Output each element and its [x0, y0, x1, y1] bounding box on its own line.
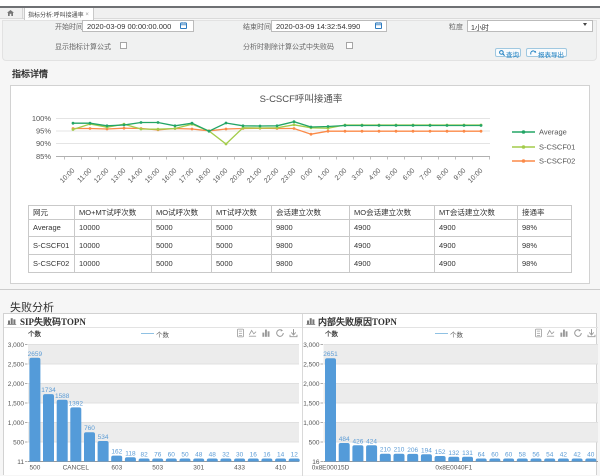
svg-text:0x8E00015D: 0x8E00015D	[312, 465, 350, 472]
svg-text:48: 48	[209, 452, 217, 459]
svg-text:64: 64	[478, 452, 486, 459]
svg-text:118: 118	[125, 450, 136, 457]
svg-text:12:00: 12:00	[93, 167, 110, 184]
svg-text:484: 484	[339, 436, 350, 443]
svg-text:60: 60	[505, 452, 513, 459]
svg-text:1:00: 1:00	[317, 167, 332, 182]
svg-text:1,500: 1,500	[8, 401, 25, 408]
svg-text:32: 32	[222, 452, 230, 459]
svg-text:760: 760	[84, 425, 95, 432]
svg-text:23:00: 23:00	[280, 167, 297, 184]
svg-text:1392: 1392	[69, 400, 84, 407]
svg-text:2,000: 2,000	[303, 381, 320, 388]
svg-text:CANCEL: CANCEL	[63, 465, 90, 472]
svg-text:210: 210	[394, 447, 405, 454]
svg-text:18:00: 18:00	[195, 167, 212, 184]
svg-text:426: 426	[352, 438, 363, 445]
svg-text:S-CSCF呼叫接通率: S-CSCF呼叫接通率	[260, 93, 343, 105]
svg-text:11: 11	[17, 459, 24, 466]
svg-text:2659: 2659	[28, 351, 43, 358]
svg-text:0:00: 0:00	[300, 167, 315, 182]
svg-text:76: 76	[154, 452, 162, 459]
svg-text:17:00: 17:00	[178, 167, 195, 184]
svg-text:162: 162	[111, 449, 122, 456]
svg-text:10:00: 10:00	[59, 167, 76, 184]
svg-text:13:00: 13:00	[110, 167, 127, 184]
svg-text:2,000: 2,000	[8, 381, 25, 388]
svg-text:56: 56	[532, 452, 540, 459]
svg-text:16: 16	[263, 452, 271, 459]
svg-text:100%: 100%	[32, 114, 52, 123]
svg-text:82: 82	[140, 452, 148, 459]
svg-text:20:00: 20:00	[229, 167, 246, 184]
svg-text:1734: 1734	[41, 387, 56, 394]
svg-text:3,000: 3,000	[8, 342, 25, 349]
svg-text:1,000: 1,000	[8, 420, 25, 427]
svg-text:1,500: 1,500	[303, 401, 320, 408]
svg-text:1588: 1588	[55, 393, 70, 400]
svg-text:8:00: 8:00	[436, 167, 451, 182]
svg-text:16:00: 16:00	[161, 167, 178, 184]
svg-text:11:00: 11:00	[76, 167, 93, 184]
svg-text:131: 131	[462, 450, 473, 457]
svg-text:500: 500	[309, 440, 320, 447]
svg-text:22:00: 22:00	[263, 167, 280, 184]
svg-text:54: 54	[546, 452, 554, 459]
svg-text:301: 301	[193, 465, 204, 472]
svg-text:19:00: 19:00	[212, 167, 229, 184]
svg-text:50: 50	[181, 452, 189, 459]
svg-text:90%: 90%	[36, 139, 51, 148]
svg-text:194: 194	[421, 447, 432, 454]
svg-text:60: 60	[168, 452, 176, 459]
svg-text:5:00: 5:00	[385, 167, 400, 182]
svg-text:14: 14	[277, 452, 285, 459]
svg-text:42: 42	[560, 452, 568, 459]
svg-text:S-CSCF02: S-CSCF02	[539, 157, 575, 166]
svg-text:85%: 85%	[36, 152, 51, 161]
svg-text:10:00: 10:00	[467, 167, 484, 184]
svg-text:534: 534	[98, 434, 109, 441]
svg-text:60: 60	[491, 452, 499, 459]
svg-text:48: 48	[195, 452, 203, 459]
svg-text:9:00: 9:00	[453, 167, 468, 182]
svg-text:12: 12	[291, 452, 299, 459]
svg-text:21:00: 21:00	[246, 167, 263, 184]
svg-text:206: 206	[407, 447, 418, 454]
svg-text:2,500: 2,500	[303, 362, 320, 369]
svg-text:500: 500	[29, 465, 40, 472]
svg-text:S-CSCF01: S-CSCF01	[539, 143, 575, 152]
svg-text:42: 42	[573, 452, 581, 459]
svg-text:424: 424	[366, 438, 377, 445]
svg-text:15:00: 15:00	[144, 167, 161, 184]
svg-text:433: 433	[234, 465, 245, 472]
svg-text:0x8E0040F1: 0x8E0040F1	[435, 465, 472, 472]
svg-text:40: 40	[587, 452, 595, 459]
svg-text:2651: 2651	[323, 351, 338, 358]
svg-text:6:00: 6:00	[402, 167, 417, 182]
svg-text:152: 152	[435, 449, 446, 456]
svg-text:410: 410	[275, 465, 286, 472]
svg-text:500: 500	[13, 440, 24, 447]
svg-text:4:00: 4:00	[368, 167, 383, 182]
svg-text:1,000: 1,000	[303, 420, 320, 427]
svg-text:3,000: 3,000	[303, 342, 320, 349]
svg-text:14:00: 14:00	[127, 167, 144, 184]
svg-text:30: 30	[236, 452, 244, 459]
svg-text:2,500: 2,500	[8, 362, 25, 369]
svg-text:58: 58	[519, 452, 527, 459]
svg-text:16: 16	[312, 459, 320, 466]
svg-text:503: 503	[152, 465, 163, 472]
svg-text:16: 16	[250, 452, 258, 459]
svg-text:132: 132	[448, 450, 459, 457]
svg-text:2:00: 2:00	[334, 167, 349, 182]
svg-text:210: 210	[380, 447, 391, 454]
svg-text:603: 603	[111, 465, 122, 472]
svg-text:95%: 95%	[36, 127, 51, 136]
svg-text:3:00: 3:00	[351, 167, 366, 182]
svg-text:7:00: 7:00	[419, 167, 434, 182]
svg-text:Average: Average	[539, 128, 567, 137]
